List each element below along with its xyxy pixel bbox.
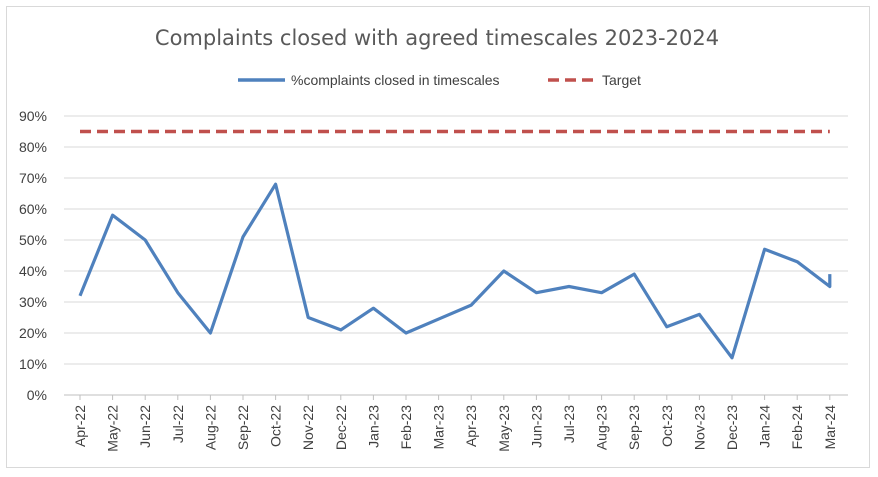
x-tick-label: Nov-23 <box>691 405 707 450</box>
y-tick-label: 0% <box>27 387 47 403</box>
y-tick-label: 30% <box>19 294 47 310</box>
y-tick-label: 50% <box>19 232 47 248</box>
x-tick-label: Aug-23 <box>594 405 610 450</box>
x-tick-label: Nov-22 <box>300 405 316 450</box>
complaints-series-line <box>78 182 832 360</box>
x-tick-label: Dec-23 <box>724 405 740 450</box>
x-tick-label: Sep-23 <box>626 405 642 450</box>
x-tick-label: May-23 <box>496 405 512 452</box>
y-axis-ticks: 0% 10% 20% 30% 40% 50% 60% 70% 80% 90% <box>19 108 47 403</box>
x-tick-label: Feb-24 <box>789 405 805 450</box>
x-tick-label: Jun-22 <box>137 405 153 448</box>
legend: %complaints closed in timescales Target <box>238 72 641 88</box>
y-tick-label: 20% <box>19 325 47 341</box>
x-tick-label: Jun-23 <box>528 405 544 448</box>
x-tick-label: Aug-22 <box>202 405 218 450</box>
x-tick-label: Mar-23 <box>431 405 447 450</box>
x-axis-ticks: Apr-22 May-22 Jun-22 Jul-22 Aug-22 Sep-22 Oct-… <box>72 395 838 452</box>
y-tick-label: 80% <box>19 139 47 155</box>
chart-title: Complaints closed with agreed timescales… <box>155 26 719 50</box>
x-tick-label: May-22 <box>105 405 121 452</box>
series-layer <box>78 129 832 360</box>
x-tick-label: Jul-22 <box>170 405 186 443</box>
gridlines <box>64 115 848 396</box>
x-tick-label: Jan-24 <box>757 405 773 448</box>
legend-label: %complaints closed in timescales <box>291 72 500 88</box>
y-tick-label: 10% <box>19 356 47 372</box>
x-tick-label: Sep-22 <box>235 405 251 450</box>
y-tick-label: 90% <box>19 108 47 124</box>
y-tick-label: 70% <box>19 170 47 186</box>
x-tick-label: Apr-22 <box>72 405 88 447</box>
x-tick-label: Oct-23 <box>659 405 675 447</box>
x-tick-label: Jan-23 <box>365 405 381 448</box>
chart-frame <box>6 6 870 468</box>
x-tick-label: Jul-23 <box>561 405 577 443</box>
x-tick-label: Oct-22 <box>268 405 284 447</box>
x-tick-label: Feb-23 <box>398 405 414 450</box>
legend-label: Target <box>602 72 641 88</box>
x-tick-label: Apr-23 <box>463 405 479 447</box>
y-tick-label: 40% <box>19 263 47 279</box>
x-tick-label: Dec-22 <box>333 405 349 450</box>
y-tick-label: 60% <box>19 201 47 217</box>
x-tick-label: Mar-24 <box>822 405 838 450</box>
